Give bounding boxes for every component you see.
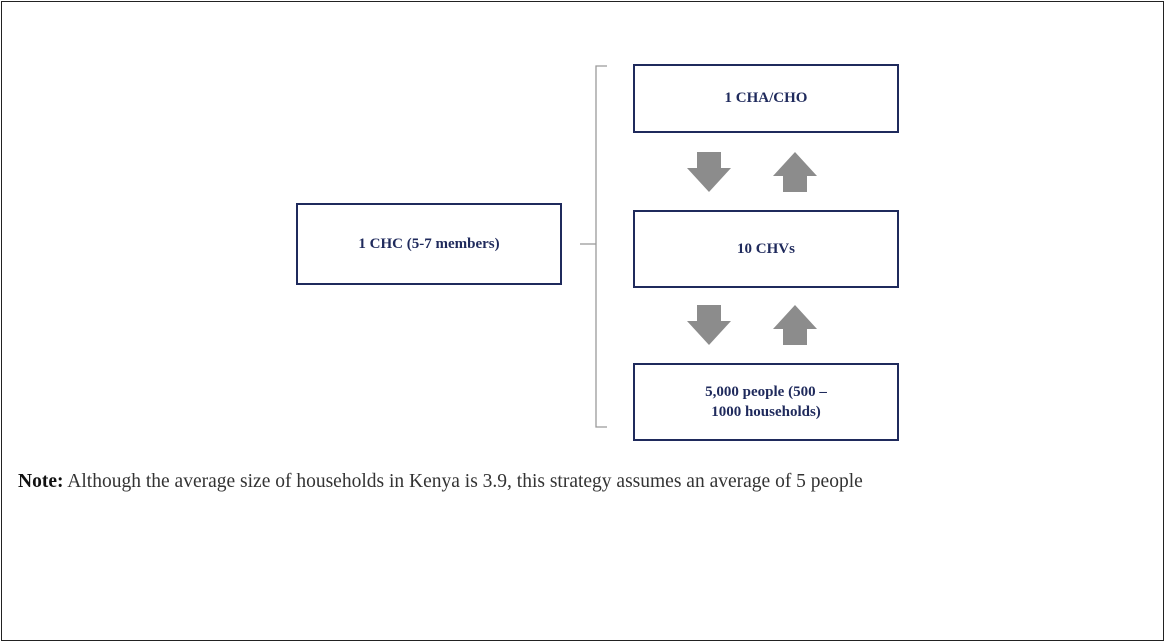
node-label: 1 CHA/CHO	[724, 90, 808, 107]
node-label: 10 CHVs	[737, 240, 795, 257]
arrow-down	[687, 305, 731, 345]
connectors	[580, 65, 817, 428]
node-box: 1 CHC (5-7 members)	[296, 203, 562, 285]
arrow-up	[773, 152, 817, 192]
note-text: Although the average size of households …	[67, 471, 863, 492]
node-label-line: 5,000 people (500 –	[705, 383, 827, 400]
node-label: 1 CHC (5-7 members)	[358, 235, 500, 252]
arrows	[687, 152, 817, 345]
note-label: Note:	[18, 471, 64, 492]
arrow-up	[773, 305, 817, 345]
node-label-line: 1000 households)	[711, 404, 821, 420]
bracket-line	[595, 65, 607, 428]
node-box: 1 CHA/CHO	[633, 64, 899, 133]
node-box: 5,000 people (500 – 1000 households)	[633, 363, 899, 441]
note: Note: Although the average size of house…	[18, 466, 1164, 497]
arrow-down	[687, 152, 731, 192]
bracket	[580, 65, 607, 428]
node-box: 10 CHVs	[633, 210, 899, 288]
